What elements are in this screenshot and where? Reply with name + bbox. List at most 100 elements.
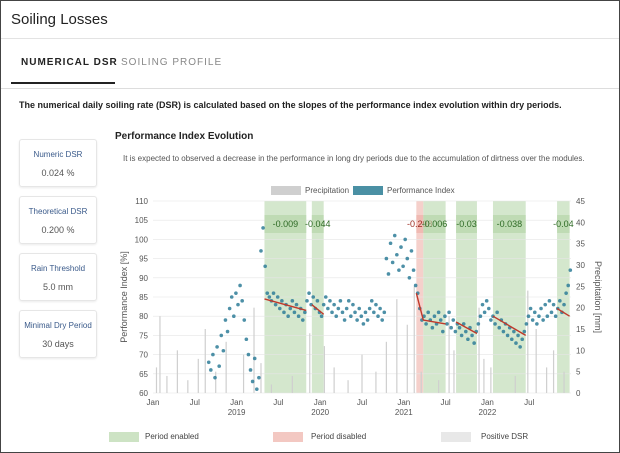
x-tick-label: Jan (397, 398, 410, 407)
minimal-dry-period-card: Minimal Dry Period 30 days (19, 310, 97, 358)
pi-point (447, 310, 451, 315)
pi-point (334, 314, 339, 319)
dsr-label-box (492, 215, 526, 233)
pi-point (323, 295, 328, 299)
pi-point (457, 325, 462, 330)
dsr-label: -0.044 (305, 219, 331, 229)
x-tick-label: Jan (230, 398, 243, 407)
pi-point (403, 237, 407, 242)
pi-point (558, 299, 562, 303)
pi-point (227, 306, 232, 311)
pi-point (259, 249, 263, 253)
tab-soiling-profile[interactable]: SOILING PROFILE (121, 57, 223, 68)
dsr-label-box (557, 215, 570, 233)
precipitation-bar (253, 307, 255, 393)
precipitation-bar (406, 324, 408, 393)
dsr-description: The numerical daily soiling rate (DSR) i… (19, 100, 562, 110)
pi-point (407, 276, 412, 280)
x-tick-year: 2022 (479, 408, 497, 417)
pi-point (255, 387, 259, 391)
pi-point (369, 299, 374, 303)
pi-point (568, 268, 573, 272)
precipitation-bar (448, 316, 450, 393)
precipitation-bar (413, 286, 415, 393)
pi-point (430, 325, 435, 330)
precipitation-bar (260, 363, 262, 393)
pi-point (501, 329, 506, 334)
pi-point (482, 310, 487, 315)
pi-point (311, 295, 316, 299)
pi-point (411, 268, 416, 272)
card-value: 5.0 mm (42, 282, 73, 292)
pi-point (263, 264, 267, 269)
pi-point (346, 299, 351, 303)
pi-point (382, 310, 387, 315)
pi-point (535, 322, 539, 326)
legend-label: Period enabled (145, 432, 199, 441)
pi-point (441, 329, 445, 334)
pi-point (213, 375, 217, 380)
precipitation-bar (159, 316, 161, 393)
pi-point (376, 314, 380, 319)
x-tick-label: Jul (524, 398, 534, 407)
pi-point (436, 310, 441, 315)
card-value: 0.024 % (41, 168, 75, 178)
dsr-label-box (264, 215, 307, 233)
card-label: Theoretical DSR (28, 207, 88, 216)
pi-point (244, 337, 249, 342)
dsr-label: -0.006 (422, 219, 448, 229)
pi-point (392, 233, 397, 238)
pi-point (541, 318, 545, 322)
pi-point (248, 368, 253, 372)
x-tick-label: Jul (190, 398, 200, 407)
pi-point (351, 302, 355, 307)
pi-point (321, 302, 326, 307)
pi-point (495, 310, 499, 315)
chart-title: Performance Index Evolution (115, 131, 254, 142)
pi-point (453, 329, 458, 334)
x-tick-label: Jul (357, 398, 367, 407)
pi-point (367, 306, 372, 311)
pi-point (330, 310, 334, 315)
pi-point (432, 314, 437, 319)
pi-point (549, 310, 554, 315)
precipitation-bar (242, 354, 245, 393)
pi-point (232, 314, 236, 319)
trend-line (415, 292, 424, 321)
x-tick-year: 2019 (228, 408, 246, 417)
pi-point (424, 322, 428, 326)
pi-point (543, 302, 548, 307)
pi-point (539, 306, 543, 311)
pi-point (466, 337, 470, 342)
y-tick-label: 60 (139, 389, 148, 398)
precipitation-bar (270, 384, 273, 393)
precipitation-bar (483, 358, 485, 393)
pi-point (380, 318, 385, 322)
pi-point (520, 337, 525, 342)
chart-note: It is expected to observed a decrease in… (123, 154, 585, 163)
tab-numerical-dsr[interactable]: NUMERICAL DSR (21, 57, 118, 68)
y2-tick-label: 30 (576, 261, 585, 270)
pi-point (518, 345, 522, 349)
pi-point (390, 260, 395, 265)
x-tick-label: Jul (273, 398, 283, 407)
pi-point (267, 295, 272, 299)
pi-point (509, 337, 514, 342)
pi-point (296, 314, 301, 319)
theoretical-dsr-card: Theoretical DSR 0.200 % (19, 196, 97, 244)
precipitation-bar (514, 375, 516, 393)
pi-point (229, 295, 234, 299)
precipitation-bar (552, 350, 555, 393)
pi-point (426, 310, 430, 315)
trend-line (264, 298, 307, 312)
pi-point (338, 299, 343, 303)
pi-point (344, 306, 349, 311)
pi-point (388, 241, 393, 246)
pi-point (464, 329, 468, 334)
pi-point (290, 299, 295, 303)
y-tick-label: 85 (139, 293, 148, 302)
pi-point (303, 310, 307, 315)
pi-point (486, 306, 491, 311)
